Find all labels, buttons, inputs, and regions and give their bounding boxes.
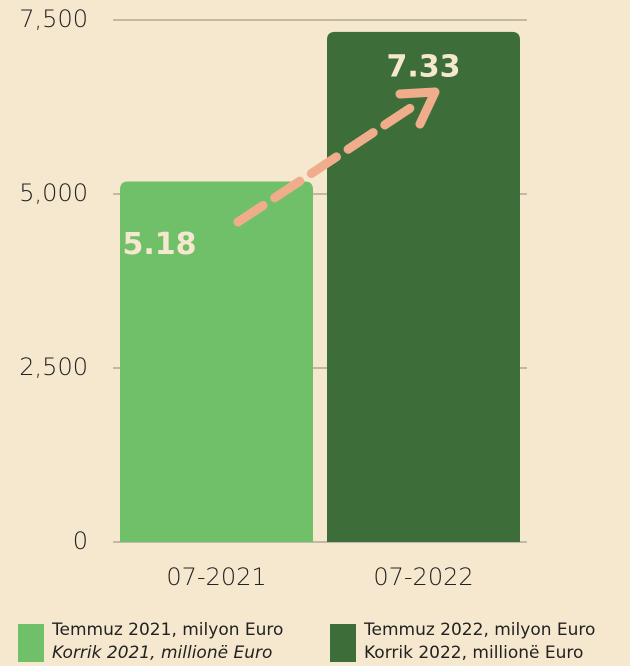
legend-label: Korrik 2021, millionë Euro xyxy=(52,643,272,663)
bar xyxy=(120,181,313,543)
x-tick-label: 07-2021 xyxy=(166,563,266,591)
value-label: 5.18 xyxy=(122,227,196,262)
x-tick-label: 07-2022 xyxy=(373,563,473,591)
legend-swatch xyxy=(18,624,44,662)
y-tick-label: 5,000 xyxy=(19,179,88,207)
legend-label: Temmuz 2021, milyon Euro xyxy=(51,620,283,640)
legend-label: Temmuz 2022, milyon Euro xyxy=(363,620,595,640)
legend-label: Korrik 2022, millionë Euro xyxy=(364,643,583,663)
trend-arrow xyxy=(233,87,440,227)
bar xyxy=(327,31,520,542)
y-tick-label: 2,500 xyxy=(19,353,88,381)
y-tick-label: 7,500 xyxy=(19,5,88,33)
value-label: 7.33 xyxy=(386,49,460,84)
y-tick-label: 0 xyxy=(73,527,88,555)
legend-swatch xyxy=(330,624,356,662)
